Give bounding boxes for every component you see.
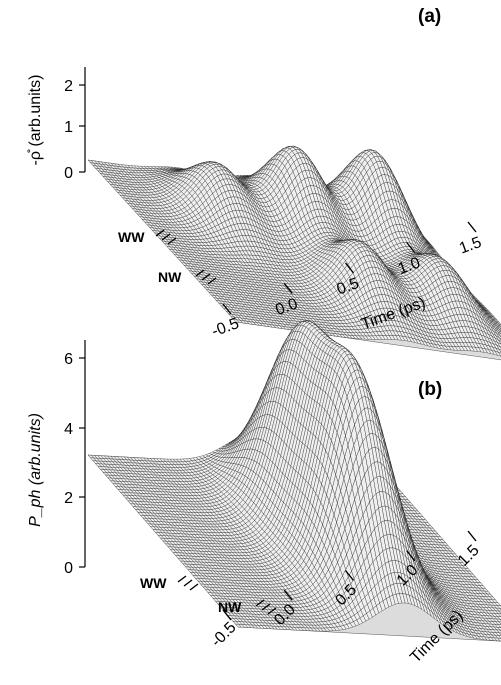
- y-category-label: WW: [118, 229, 145, 245]
- x-tick-label: 0.5: [335, 275, 362, 299]
- x-tick: [344, 262, 355, 274]
- panel-label: (b): [418, 379, 442, 400]
- x-tick: [467, 530, 477, 542]
- y-category-label: NW: [158, 269, 182, 285]
- z-tick-label: 1: [64, 119, 73, 136]
- z-axis-label: -ρ̊ (arb.units): [27, 75, 44, 166]
- z-tick-label: 0: [64, 560, 73, 577]
- y-category-label: NW: [218, 599, 242, 615]
- z-axis: 0 2 4 6: [64, 340, 86, 577]
- y-tick: [207, 277, 217, 285]
- x-tick-label: 0.0: [273, 295, 300, 319]
- x-tick: [283, 283, 293, 294]
- panel-label: (a): [418, 6, 441, 27]
- x-tick: [283, 589, 293, 601]
- x-tick-label: 1.5: [457, 234, 484, 258]
- x-tick: [222, 609, 232, 621]
- z-tick-label: 2: [64, 490, 73, 507]
- y-tick: [255, 599, 265, 607]
- z-axis-label: P_ph (arb.units): [27, 413, 44, 527]
- z-tick-label: 6: [64, 351, 73, 368]
- y-axis: WW NW: [118, 229, 217, 285]
- x-tick: [222, 303, 232, 315]
- x-tick: [344, 570, 355, 581]
- y-tick: [195, 269, 205, 277]
- y-tick: [261, 603, 271, 611]
- y-tick: [177, 575, 187, 583]
- y-tick: [189, 583, 199, 591]
- z-tick-label: 0: [64, 165, 73, 182]
- y-tick: [167, 237, 177, 245]
- y-tick: [267, 607, 277, 615]
- x-tick-label: -0.5: [210, 315, 242, 340]
- y-tick: [161, 233, 171, 241]
- x-tick-label: 1.0: [396, 254, 423, 278]
- y-tick: [201, 273, 211, 281]
- z-tick-label: 2: [64, 78, 73, 95]
- surface-mesh: [87, 320, 501, 642]
- y-tick: [183, 579, 193, 587]
- x-tick: [406, 550, 416, 562]
- z-tick-label: 4: [64, 421, 73, 438]
- y-tick: [155, 229, 165, 237]
- z-axis: 0 1 2: [64, 67, 86, 182]
- x-tick: [467, 221, 477, 233]
- y-axis: WW NW: [140, 575, 277, 615]
- y-category-label: WW: [140, 575, 167, 591]
- x-tick: [406, 242, 416, 253]
